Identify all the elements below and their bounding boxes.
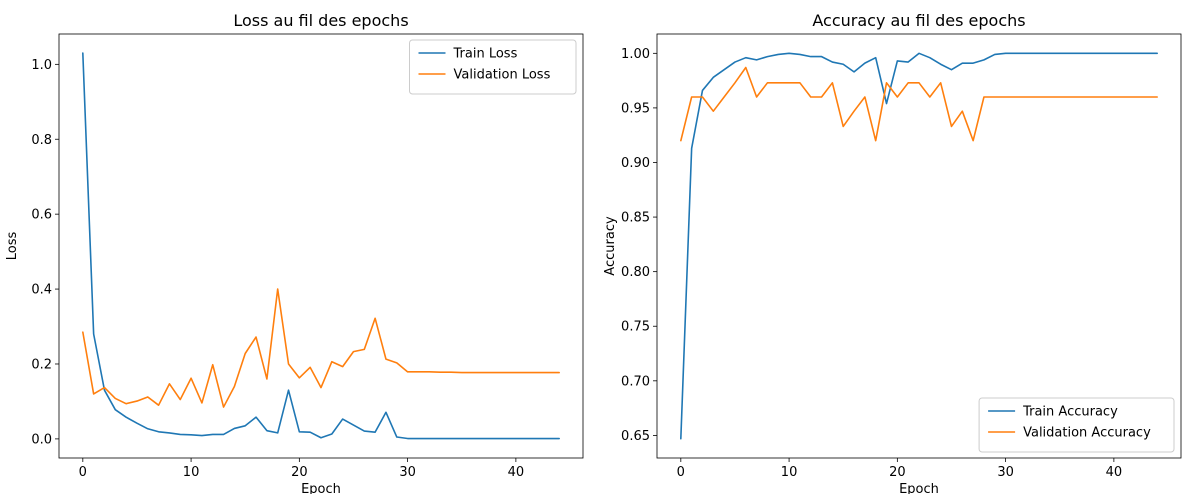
y-tick-label: 0.65 [621, 429, 650, 444]
series-line-train-loss [82, 52, 560, 440]
series-line-validation-loss [82, 288, 560, 408]
loss-chart: Loss au fil des epochs Epoch Loss 0 10 20 30 40… [5, 11, 584, 497]
x-tick-label: 30 [997, 465, 1014, 480]
x-tick-label: 20 [889, 465, 906, 480]
x-tick-label: 0 [79, 465, 87, 480]
y-axis-label: Accuracy [603, 216, 618, 276]
x-tick-label: 0 [677, 465, 685, 480]
series-line-validation-accuracy [680, 66, 1158, 142]
x-tick-label: 40 [1106, 465, 1123, 480]
x-axis-label: Epoch [301, 482, 341, 494]
y-tick-label: 0.95 [621, 101, 650, 116]
legend-label: Train Accuracy [1022, 405, 1118, 420]
legend-label: Validation Accuracy [1023, 426, 1151, 441]
y-tick-label: 0.80 [621, 265, 650, 280]
chart-title: Loss au fil des epochs [233, 11, 408, 30]
legend: Train Accuracy Validation Accuracy [978, 397, 1175, 453]
legend-label: Train Loss [453, 47, 518, 62]
legend-box [409, 39, 577, 95]
x-axis-label: Epoch [899, 482, 939, 494]
y-tick-label: 1.0 [31, 58, 52, 73]
y-tick-label: 0.2 [31, 357, 52, 372]
x-tick-label: 10 [183, 465, 200, 480]
x-tick-label: 30 [399, 465, 416, 480]
series-line-train-accuracy [680, 52, 1158, 440]
y-tick-label: 0.0 [31, 432, 52, 447]
x-tick-label: 20 [291, 465, 308, 480]
accuracy-chart: Accuracy au fil des epochsEpochAccuracy0… [603, 11, 1182, 497]
chart-title: Accuracy au fil des epochs [812, 11, 1025, 30]
y-tick-label: 0.6 [31, 208, 52, 223]
y-tick-label: 0.70 [621, 374, 650, 389]
y-tick-label: 0.90 [621, 156, 650, 171]
x-tick-label: 40 [508, 465, 525, 480]
y-tick-label: 0.85 [621, 211, 650, 226]
legend: Train Loss Validation Loss [409, 39, 577, 95]
y-tick-label: 0.4 [31, 283, 52, 298]
y-axis-label: Loss [5, 232, 20, 261]
legend-label: Validation Loss [454, 68, 551, 83]
plot-frame [58, 33, 584, 459]
x-tick-label: 10 [781, 465, 798, 480]
plot-frame [656, 33, 1182, 459]
y-tick-label: 1.00 [621, 47, 650, 62]
y-tick-label: 0.75 [621, 320, 650, 335]
y-tick-label: 0.8 [31, 133, 52, 148]
legend-box [978, 397, 1175, 453]
